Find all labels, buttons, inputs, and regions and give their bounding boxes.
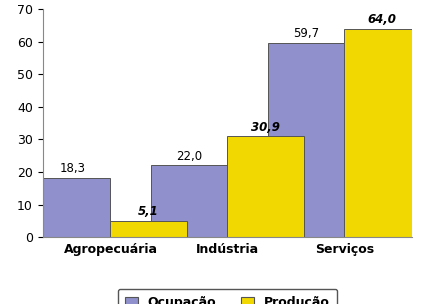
Text: 59,7: 59,7 [293,27,319,40]
Bar [268,43,344,237]
Bar [227,136,303,237]
Bar [34,178,110,237]
Legend: Ocupação, Produção: Ocupação, Produção [118,289,337,304]
Text: 18,3: 18,3 [60,162,85,175]
Text: 30,9: 30,9 [251,121,280,134]
Bar [151,165,227,237]
Text: 22,0: 22,0 [176,150,202,163]
Bar [344,29,420,237]
Text: 5,1: 5,1 [138,205,159,218]
Text: 64,0: 64,0 [368,13,397,26]
Bar [110,220,187,237]
